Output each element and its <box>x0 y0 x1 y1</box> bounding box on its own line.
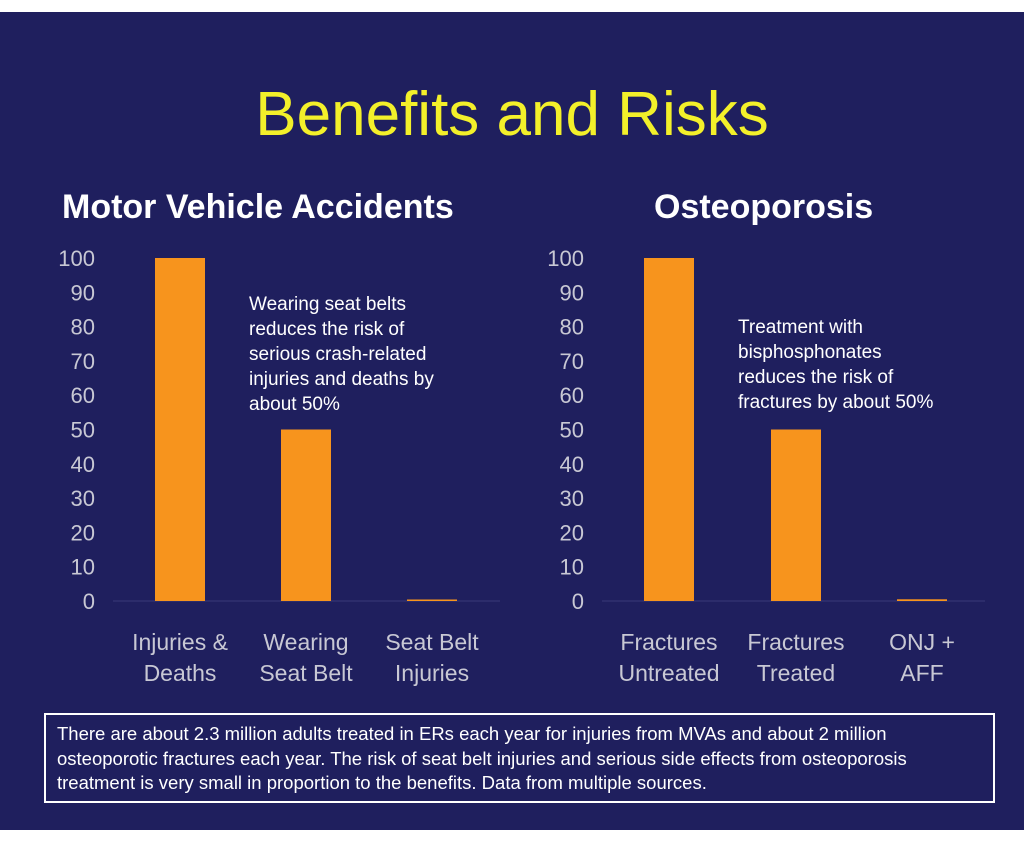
chart-title-osteoporosis: Osteoporosis <box>654 188 874 226</box>
bar-1 <box>155 258 205 601</box>
x-tick-label: Seat Belt <box>385 629 479 655</box>
x-tick-label: Treated <box>757 660 835 686</box>
y-tick-label: 40 <box>71 452 95 477</box>
y-tick-label: 40 <box>560 452 584 477</box>
x-tick-label: Fractures <box>620 629 717 655</box>
y-tick-label: 80 <box>71 315 95 340</box>
slide-title: Benefits and Risks <box>255 80 769 149</box>
y-tick-label: 60 <box>71 383 95 408</box>
bar-3 <box>897 599 947 601</box>
y-tick-label: 50 <box>71 418 95 443</box>
y-tick-label: 0 <box>572 589 584 614</box>
y-tick-label: 0 <box>83 589 95 614</box>
y-tick-label: 90 <box>71 280 95 305</box>
bar-2 <box>281 429 331 601</box>
annotation-bisphosphonates: Treatment with bisphosphonates reduces t… <box>738 317 934 413</box>
x-tick-label: ONJ + <box>889 629 955 655</box>
y-tick-label: 30 <box>560 486 584 511</box>
y-tick-label: 60 <box>560 383 584 408</box>
chart-title-motor-vehicle: Motor Vehicle Accidents <box>62 188 454 226</box>
y-tick-label: 50 <box>560 418 584 443</box>
y-tick-label: 10 <box>560 555 584 580</box>
x-tick-label: Wearing <box>263 629 348 655</box>
y-tick-label: 30 <box>71 486 95 511</box>
x-tick-label: AFF <box>900 660 943 686</box>
y-tick-label: 80 <box>560 315 584 340</box>
y-tick-label: 20 <box>560 520 584 545</box>
y-tick-label: 100 <box>58 246 95 271</box>
x-tick-label: Fractures <box>747 629 844 655</box>
y-tick-label: 90 <box>560 280 584 305</box>
bar-3 <box>407 599 457 601</box>
y-tick-label: 20 <box>71 520 95 545</box>
bar-1 <box>644 258 694 601</box>
x-tick-label: Untreated <box>618 660 719 686</box>
x-tick-label: Injuries <box>395 660 469 686</box>
chart-motor-vehicle-accidents: 0 10 20 30 40 50 60 70 80 90 100 Injuries & Deaths We… <box>58 246 500 686</box>
x-tick-label: Injuries & <box>132 629 228 655</box>
y-tick-label: 100 <box>547 246 584 271</box>
bar-2 <box>771 429 821 601</box>
x-tick-label: Seat Belt <box>259 660 353 686</box>
x-tick-label: Deaths <box>144 660 217 686</box>
annotation-seat-belts: Wearing seat belts reduces the risk of s… <box>249 294 434 415</box>
chart-osteoporosis: 0 10 20 30 40 50 60 70 80 90 100 Fractures Untreated… <box>547 246 985 686</box>
y-tick-label: 10 <box>71 555 95 580</box>
y-tick-label: 70 <box>71 349 95 374</box>
y-tick-label: 70 <box>560 349 584 374</box>
footer-note: There are about 2.3 million adults treat… <box>44 713 995 803</box>
